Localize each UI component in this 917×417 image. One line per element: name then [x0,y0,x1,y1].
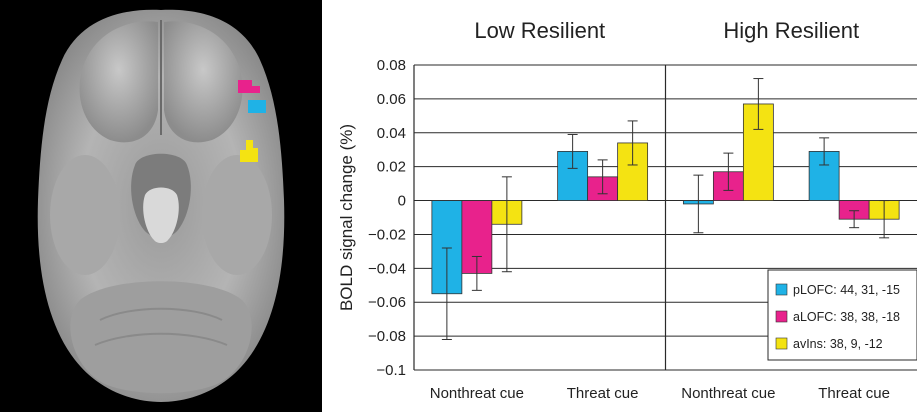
y-tick-label: −0.08 [368,328,406,345]
bars [431,103,900,295]
y-tick-label: −0.1 [376,362,406,379]
y-tick-label: 0.08 [377,57,406,74]
y-axis-label: BOLD signal change (%) [337,124,356,311]
roi-marker-avins [240,140,258,162]
y-tick-label: −0.02 [368,226,406,243]
group-title: High Resilient [723,18,859,43]
legend: pLOFC: 44, 31, -15 aLOFC: 38, 38, -18 avIn… [767,269,917,361]
error-bars [441,78,890,340]
legend-label: avIns: 38, 9, -12 [793,337,883,351]
left-frontal-lobe [79,21,158,143]
legend-label: aLOFC: 38, 38, -18 [793,310,900,324]
left-temporal-lobe [50,155,120,275]
brain-mri-image [0,0,322,412]
legend-swatch [775,337,788,350]
roi-marker-alofc [238,80,260,93]
roi-marker-plofc [248,100,266,113]
y-tick-label: 0 [398,193,406,210]
right-frontal-lobe [164,21,243,143]
x-tick-label: Threat cue [567,385,639,402]
y-tick-label: −0.04 [368,260,406,277]
y-tick-label: −0.06 [368,294,406,311]
legend-swatch [775,310,788,323]
x-tick-label: Nonthreat cue [430,385,524,402]
legend-box [767,269,917,361]
cerebellum [70,281,252,394]
plot-frame [413,65,667,370]
y-tick-label: 0.04 [377,125,406,142]
group-titles: Low Resilient High Resilient [474,18,859,43]
y-tick-labels: 0.08 0.06 0.04 0.02 0 −0.02 −0.04 −0.06 −0.08 −0.… [368,57,406,379]
y-tick-label: 0.02 [377,159,406,176]
brainstem [143,187,179,243]
brain-mri-svg [37,9,285,403]
x-tick-labels: Nonthreat cue Threat cue Nonthreat cue Thre… [430,385,890,402]
cerebellum-fold [99,307,223,321]
cerebellum-fold [94,332,228,346]
legend-swatch [775,283,788,296]
legend-label: pLOFC: 44, 31, -15 [793,283,900,297]
x-tick-label: Nonthreat cue [681,385,775,402]
bar-chart-svg: 0.08 0.06 0.04 0.02 0 −0.02 −0.04 −0.06 −0.08 −0.… [337,18,917,402]
group-title: Low Resilient [474,18,605,43]
x-tick-label: Threat cue [818,385,890,402]
bar-chart: 0.08 0.06 0.04 0.02 0 −0.02 −0.04 −0.06 −0.08 −0.… [322,0,917,412]
right-temporal-lobe [202,155,272,275]
y-tick-label: 0.06 [377,91,406,108]
